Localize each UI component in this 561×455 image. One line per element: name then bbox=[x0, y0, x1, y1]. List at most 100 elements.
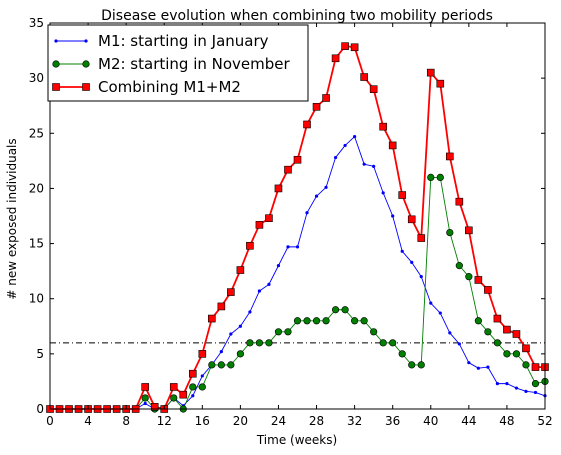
data-point bbox=[229, 332, 233, 336]
data-point bbox=[522, 344, 530, 353]
x-tick-label: 16 bbox=[195, 414, 210, 428]
data-point bbox=[143, 401, 147, 406]
data-point bbox=[150, 402, 159, 411]
y-tick-label: 15 bbox=[29, 237, 44, 251]
data-point bbox=[400, 249, 404, 253]
data-point bbox=[351, 317, 359, 325]
x-tick-label: 12 bbox=[157, 414, 172, 428]
data-point bbox=[455, 197, 464, 206]
data-point bbox=[438, 311, 442, 315]
data-point bbox=[265, 339, 273, 347]
data-point bbox=[436, 79, 445, 88]
data-point bbox=[417, 234, 426, 242]
data-point bbox=[474, 276, 483, 284]
legend-marker bbox=[54, 39, 58, 43]
chart-title: Disease evolution when combining two mob… bbox=[101, 8, 493, 24]
data-point bbox=[417, 361, 425, 369]
data-point bbox=[293, 155, 302, 164]
data-point bbox=[227, 288, 235, 296]
legend: M1: starting in January M2: starting in N… bbox=[47, 24, 309, 102]
data-point bbox=[465, 226, 473, 235]
data-point bbox=[293, 317, 302, 325]
legend-label: M1: starting in January bbox=[98, 32, 269, 50]
data-point bbox=[531, 363, 540, 371]
data-point bbox=[170, 394, 178, 402]
data-point bbox=[531, 380, 540, 388]
data-point bbox=[274, 328, 283, 336]
data-point bbox=[372, 164, 376, 168]
data-point bbox=[198, 350, 207, 358]
data-point bbox=[189, 383, 197, 391]
data-point bbox=[448, 331, 452, 335]
data-point bbox=[236, 266, 245, 274]
x-tick-label: 52 bbox=[537, 414, 552, 428]
y-tick-label: 30 bbox=[29, 71, 44, 85]
data-point bbox=[360, 317, 368, 325]
data-point bbox=[455, 262, 463, 270]
data-point bbox=[303, 317, 311, 325]
data-point bbox=[169, 383, 178, 391]
data-point bbox=[322, 317, 330, 325]
data-point bbox=[369, 85, 378, 93]
y-tick-label: 35 bbox=[29, 16, 44, 30]
x-tick-label: 44 bbox=[461, 414, 476, 428]
x-tick-label: 28 bbox=[309, 414, 324, 428]
legend-marker bbox=[52, 83, 60, 91]
x-tick-label: 20 bbox=[233, 414, 248, 428]
data-point bbox=[333, 155, 338, 160]
data-point bbox=[312, 103, 321, 111]
x-tick-label: 40 bbox=[423, 414, 438, 428]
x-tick-label: 48 bbox=[499, 414, 514, 428]
data-point bbox=[398, 350, 406, 358]
y-axis-label: # new exposed individuals bbox=[5, 138, 19, 299]
data-point bbox=[331, 54, 340, 63]
data-point bbox=[246, 339, 254, 347]
data-point bbox=[179, 390, 188, 399]
data-point bbox=[360, 73, 368, 81]
data-point bbox=[362, 162, 366, 166]
y-tick-label: 25 bbox=[29, 126, 44, 140]
data-point bbox=[217, 302, 226, 311]
data-point bbox=[208, 314, 216, 323]
y-tick-label: 10 bbox=[29, 292, 44, 306]
data-point bbox=[353, 134, 357, 139]
data-point bbox=[493, 339, 502, 347]
data-point bbox=[524, 389, 528, 393]
data-point bbox=[370, 328, 378, 336]
data-point bbox=[141, 394, 149, 402]
data-point bbox=[312, 317, 321, 325]
data-point bbox=[246, 241, 254, 250]
y-tick-label: 20 bbox=[29, 181, 44, 195]
data-point bbox=[512, 330, 521, 338]
data-point bbox=[398, 191, 407, 199]
data-point bbox=[419, 275, 423, 279]
data-point bbox=[467, 361, 471, 365]
x-tick-label: 8 bbox=[122, 414, 130, 428]
data-point bbox=[343, 143, 347, 148]
data-point bbox=[522, 361, 530, 369]
legend-entry-3: Combining M1+M2 bbox=[52, 78, 241, 96]
data-point bbox=[465, 273, 473, 281]
data-point bbox=[407, 215, 416, 224]
data-point bbox=[493, 314, 502, 323]
data-point bbox=[486, 365, 490, 369]
data-point bbox=[457, 342, 461, 346]
data-point bbox=[141, 383, 149, 391]
data-point bbox=[341, 306, 349, 314]
data-point bbox=[476, 366, 480, 370]
data-point bbox=[495, 382, 500, 386]
data-point bbox=[267, 282, 271, 286]
data-point bbox=[446, 152, 454, 161]
data-point bbox=[286, 245, 290, 249]
data-point bbox=[350, 43, 359, 52]
data-point bbox=[503, 325, 511, 334]
data-point bbox=[238, 324, 242, 328]
data-point bbox=[188, 369, 197, 378]
data-point bbox=[284, 328, 292, 336]
data-point bbox=[276, 264, 281, 268]
data-point bbox=[198, 383, 206, 391]
data-point bbox=[324, 185, 328, 189]
legend-marker bbox=[52, 60, 60, 68]
